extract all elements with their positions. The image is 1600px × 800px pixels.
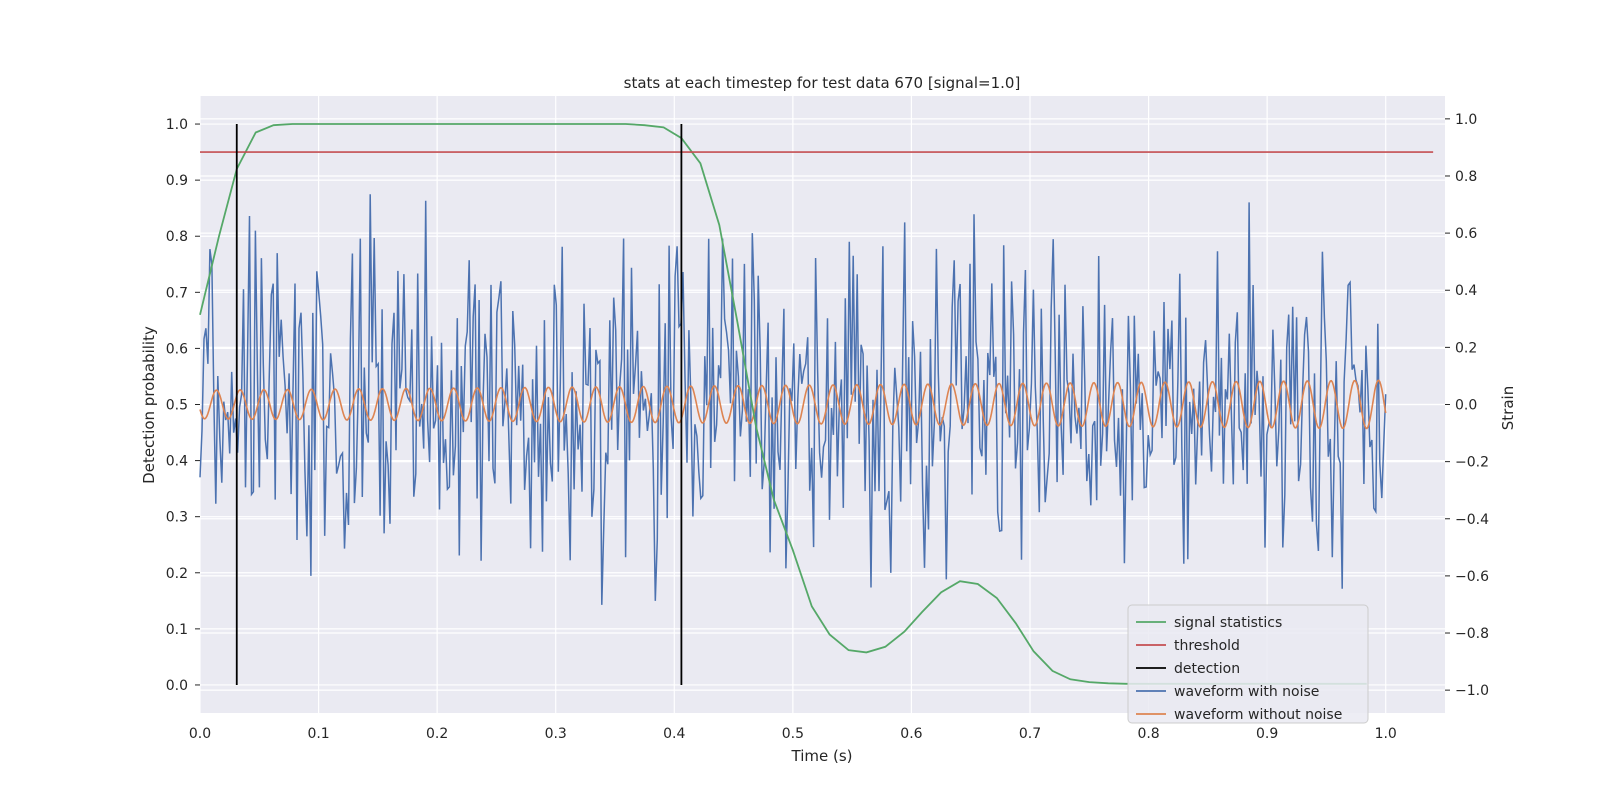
legend-label: waveform without noise xyxy=(1174,707,1342,723)
chart-title: stats at each timestep for test data 670… xyxy=(624,74,1021,92)
legend-label: waveform with noise xyxy=(1174,684,1319,700)
series-waveform-without-noise xyxy=(199,379,1387,430)
x-axis-ticks: 0.0 0.1 0.2 0.3 0.4 0.5 0.6 0.7 0.8 0.9 1.0 xyxy=(189,726,1397,742)
legend-label: signal statistics xyxy=(1174,615,1282,631)
y-axis-left-label: Detection probability xyxy=(140,326,158,484)
y-right-tick-label: 0.8 xyxy=(1455,169,1477,185)
x-tick-label: 0.5 xyxy=(782,726,804,742)
y-axis-left-ticks: 0.0 0.1 0.2 0.3 0.4 0.5 0.6 0.7 0.8 0.9 1.0 xyxy=(166,117,200,694)
y-left-tick-label: 0.2 xyxy=(166,566,188,582)
y-right-tick-label: −0.6 xyxy=(1455,569,1489,585)
y-axis-right-label: Strain xyxy=(1499,386,1517,430)
x-axis-label: Time (s) xyxy=(791,747,853,765)
x-tick-label: 0.8 xyxy=(1137,726,1159,742)
x-tick-label: 0.6 xyxy=(900,726,922,742)
y-right-tick-label: −0.2 xyxy=(1455,455,1489,471)
y-left-tick-label: 0.0 xyxy=(166,678,188,694)
x-tick-label: 0.9 xyxy=(1256,726,1278,742)
y-right-tick-label: 0.0 xyxy=(1455,398,1477,414)
y-left-tick-label: 0.9 xyxy=(166,173,188,189)
x-tick-label: 0.1 xyxy=(307,726,329,742)
legend: signal statistics threshold detection wavef… xyxy=(1127,604,1369,724)
y-left-tick-label: 0.3 xyxy=(166,510,188,526)
grid-lines xyxy=(199,96,1445,713)
legend-box xyxy=(1127,604,1369,724)
x-tick-label: 1.0 xyxy=(1375,726,1397,742)
y-axis-right-ticks: −1.0 −0.8 −0.6 −0.4 −0.2 0.0 0.2 0.4 0.6 0.8 1.0 xyxy=(1445,112,1489,699)
y-left-tick-label: 0.7 xyxy=(166,285,188,301)
series-waveform-with-noise xyxy=(199,194,1387,605)
y-left-tick-label: 0.4 xyxy=(166,454,188,470)
y-left-tick-label: 0.5 xyxy=(166,398,188,414)
legend-label: detection xyxy=(1174,661,1240,677)
x-tick-label: 0.2 xyxy=(426,726,448,742)
y-left-tick-label: 1.0 xyxy=(166,117,188,133)
x-tick-label: 0.4 xyxy=(663,726,685,742)
x-tick-label: 0.3 xyxy=(545,726,567,742)
y-left-tick-label: 0.6 xyxy=(166,341,188,357)
y-right-tick-label: 0.6 xyxy=(1455,226,1477,242)
x-tick-label: 0.0 xyxy=(189,726,211,742)
y-right-tick-label: 0.2 xyxy=(1455,340,1477,356)
legend-label: threshold xyxy=(1174,638,1240,654)
y-right-tick-label: 0.4 xyxy=(1455,283,1477,299)
y-left-tick-label: 0.8 xyxy=(166,229,188,245)
x-tick-label: 0.7 xyxy=(1019,726,1041,742)
y-right-tick-label: −1.0 xyxy=(1455,683,1489,699)
y-right-tick-label: 1.0 xyxy=(1455,112,1477,128)
y-right-tick-label: −0.4 xyxy=(1455,512,1489,528)
y-right-tick-label: −0.8 xyxy=(1455,626,1489,642)
y-left-tick-label: 0.1 xyxy=(166,622,188,638)
